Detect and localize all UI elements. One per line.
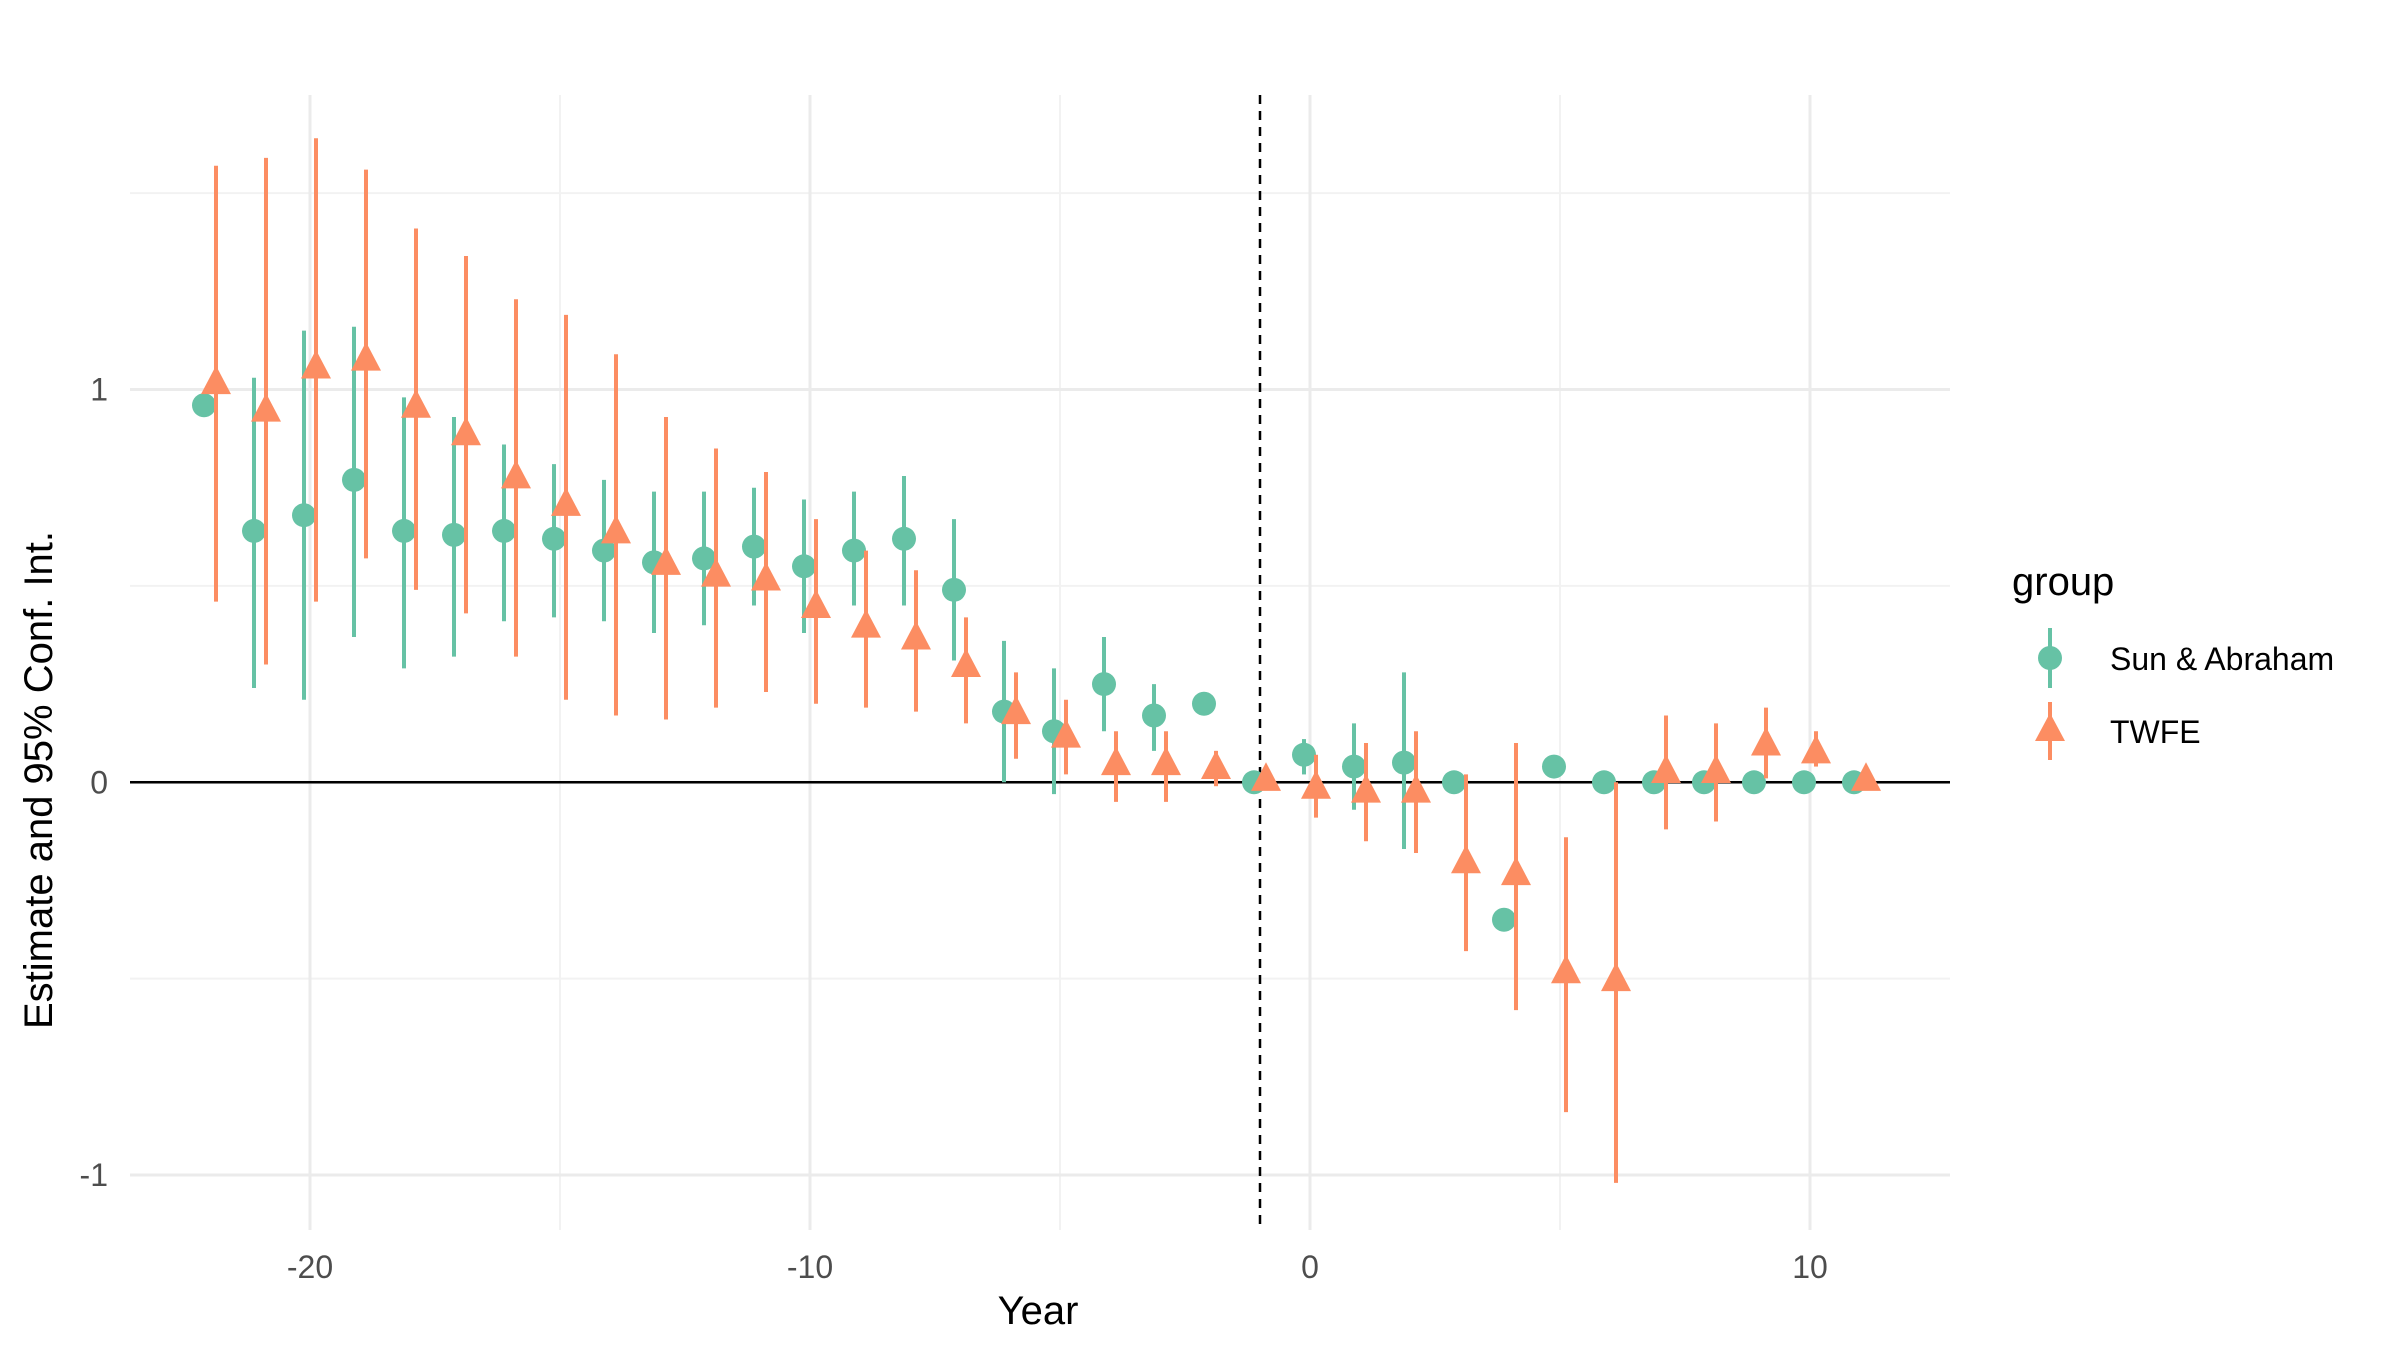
data-point-sun-abraham [392, 518, 416, 543]
data-point-twfe [251, 393, 281, 422]
data-point-twfe [1451, 844, 1481, 874]
data-point-twfe [1101, 746, 1131, 776]
data-point-twfe [1501, 856, 1531, 886]
data-point-twfe [1151, 746, 1181, 776]
data-point-twfe [1001, 695, 1031, 725]
data-point-sun-abraham [1442, 770, 1466, 795]
data-point-sun-abraham [1142, 703, 1166, 728]
data-point-sun-abraham [742, 534, 766, 559]
data-point-sun-abraham [492, 518, 516, 543]
data-point-sun-abraham [342, 467, 366, 492]
data-point-twfe [851, 609, 881, 638]
data-point-twfe [1701, 754, 1731, 783]
legend-label-sun-abraham: Sun & Abraham [2110, 641, 2334, 677]
series-twfe [201, 138, 1881, 1183]
data-point-sun-abraham [892, 526, 916, 551]
data-point-twfe [201, 365, 231, 395]
data-point-sun-abraham [442, 522, 466, 547]
data-point-sun-abraham [1742, 770, 1766, 795]
legend-item-twfe: TWFE [2035, 702, 2201, 760]
data-point-twfe [451, 416, 481, 446]
legend: group Sun & Abraham TWFE [2012, 560, 2334, 760]
x-tick-label: -10 [787, 1249, 833, 1285]
legend-title: group [2012, 560, 2114, 604]
data-point-sun-abraham [692, 546, 716, 571]
data-point-sun-abraham [1492, 907, 1516, 932]
x-tick-label: -20 [287, 1249, 333, 1285]
y-axis-label: Estimate and 95% Conf. Int. [17, 531, 61, 1029]
data-point-twfe [1751, 726, 1781, 756]
data-point-twfe [1601, 962, 1631, 992]
data-point-sun-abraham [292, 503, 316, 528]
data-point-twfe [601, 514, 631, 544]
data-point-sun-abraham [592, 538, 616, 563]
data-point-sun-abraham [192, 393, 216, 418]
data-point-twfe [651, 546, 681, 575]
data-point-sun-abraham [792, 554, 816, 579]
data-point-twfe [1251, 762, 1281, 791]
data-layer [192, 138, 1881, 1183]
data-point-sun-abraham [1342, 754, 1366, 779]
data-point-twfe [1651, 754, 1681, 783]
legend-key-twfe-marker [2035, 713, 2065, 741]
data-point-twfe [1051, 719, 1081, 748]
y-tick-label: 1 [90, 372, 108, 408]
legend-item-sun-abraham: Sun & Abraham [2038, 628, 2334, 688]
data-point-sun-abraham [1792, 770, 1816, 795]
legend-key-sun-abraham-marker [2038, 646, 2062, 670]
data-point-twfe [1301, 770, 1331, 799]
data-point-twfe [1351, 774, 1381, 803]
data-point-sun-abraham [542, 526, 566, 551]
data-point-twfe [1851, 762, 1881, 791]
series-sun-abraham [192, 326, 1866, 932]
x-tick-label: 0 [1301, 1249, 1319, 1285]
data-point-twfe [1551, 954, 1581, 984]
axes: Year Estimate and 95% Conf. Int. -20 -10 0… [17, 372, 1828, 1333]
data-point-sun-abraham [1292, 742, 1316, 767]
data-point-twfe [701, 558, 731, 587]
data-point-twfe [551, 487, 581, 516]
data-point-twfe [751, 561, 781, 591]
data-point-sun-abraham [1592, 770, 1616, 795]
data-point-twfe [501, 459, 531, 489]
data-point-twfe [1401, 774, 1431, 803]
y-tick-label: 0 [90, 764, 108, 800]
data-point-sun-abraham [942, 577, 966, 602]
data-point-twfe [1201, 750, 1231, 780]
legend-label-twfe: TWFE [2110, 714, 2201, 750]
y-tick-label: -1 [80, 1157, 108, 1193]
data-point-twfe [901, 620, 931, 650]
data-point-sun-abraham [1192, 691, 1216, 716]
data-point-sun-abraham [842, 538, 866, 563]
data-point-sun-abraham [1392, 750, 1416, 775]
data-point-twfe [351, 342, 381, 371]
x-axis-label: Year [998, 1289, 1079, 1333]
data-point-sun-abraham [242, 518, 266, 543]
data-point-twfe [1801, 734, 1831, 764]
data-point-twfe [301, 349, 331, 379]
data-point-sun-abraham [1542, 754, 1566, 779]
x-tick-label: 10 [1792, 1249, 1828, 1285]
data-point-twfe [401, 389, 431, 418]
data-point-twfe [951, 648, 981, 677]
data-point-sun-abraham [1092, 672, 1116, 697]
data-point-twfe [801, 589, 831, 619]
